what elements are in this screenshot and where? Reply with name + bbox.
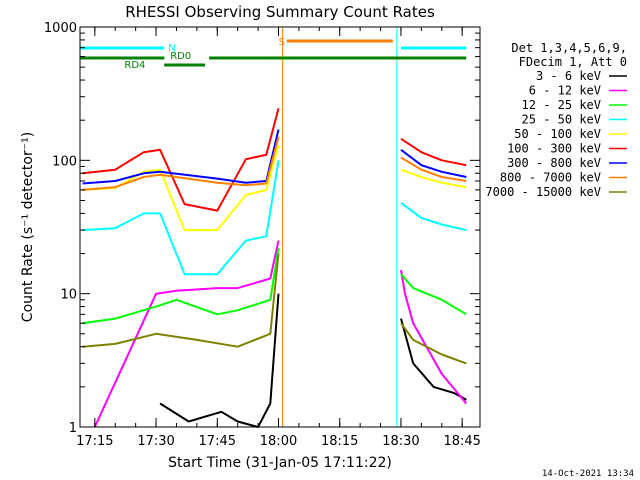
plot-frame [79, 26, 481, 428]
flag-label: RD4 [124, 60, 145, 71]
series-line-50-100-kev [82, 144, 280, 232]
x-tick-label: 18:45 [443, 434, 480, 449]
flag-label: RD0 [170, 51, 191, 62]
legend-entry-label: 100 - 300 keV [507, 142, 601, 156]
series-line-7000-15000-kev [400, 322, 467, 365]
y-tick-label: 10 [60, 288, 77, 303]
series-line-7000-15000-kev [82, 253, 280, 348]
y-tick-label: 1 [69, 421, 77, 436]
x-axis-label: Start Time (31-Jan-05 17:11:22) [168, 455, 392, 471]
series-line-12-25-kev [82, 247, 280, 325]
x-tick-label: 17:45 [199, 434, 236, 449]
legend-entry-label: 3 - 6 keV [536, 69, 601, 83]
y-axis-label: Count Rate (s⁻¹ detector⁻¹) [20, 132, 36, 322]
series-line-25-50-kev [82, 160, 280, 276]
legend-entry-label: 12 - 25 keV [522, 98, 601, 112]
series-line-50-100-kev [400, 168, 467, 189]
x-tick-label: 17:30 [137, 434, 174, 449]
legend: Det 1,3,4,5,6,9, FDecim 1, Att 0 3 - 6 k… [485, 41, 627, 199]
series-line-3-6-kev [159, 293, 280, 428]
footer-date: 14-Oct-2021 13:34 [542, 469, 634, 479]
legend-header-line-1: Det 1,3,4,5,6,9, [511, 41, 627, 55]
x-tick-label: 18:15 [321, 434, 358, 449]
legend-entry-label: 7000 - 15000 keV [485, 185, 601, 199]
series-line-6-12-kev [93, 240, 280, 428]
y-tick-label: 1000 [44, 21, 77, 36]
series-line-100-300-kev [400, 137, 467, 167]
x-tick-label: 18:00 [260, 434, 297, 449]
series-line-6-12-kev [400, 270, 468, 405]
x-tick-label: 18:30 [382, 434, 419, 449]
series-layer [82, 108, 468, 428]
series-line-300-800-kev [82, 129, 280, 185]
series-line-100-300-kev [82, 108, 280, 212]
legend-entry-label: 300 - 800 keV [507, 156, 601, 170]
series-line-3-6-kev [400, 318, 467, 401]
series-line-800-7000-kev [400, 156, 467, 182]
legend-entry-label: 50 - 100 keV [514, 127, 601, 141]
series-line-12-25-kev [400, 273, 467, 316]
y-tick-label: 100 [52, 154, 77, 169]
x-axis-ticks: 17:15 17:30 17:45 18:00 18:15 18:30 18:45 [76, 27, 481, 449]
chart-title: RHESSI Observing Summary Count Rates [125, 3, 435, 21]
x-tick-label: 17:15 [76, 434, 113, 449]
legend-entry-label: 6 - 12 keV [529, 84, 601, 98]
series-line-25-50-kev [400, 201, 467, 232]
series-line-300-800-kev [400, 149, 467, 178]
data-gap-markers [282, 27, 398, 427]
legend-entry-label: 25 - 50 keV [522, 113, 601, 127]
flag-label: N [168, 43, 175, 54]
legend-header-line-2: FDecim 1, Att 0 [519, 55, 627, 69]
legend-entry-label: 800 - 7000 keV [500, 171, 601, 185]
series-line-800-7000-kev [82, 136, 280, 191]
flag-label: S [279, 37, 285, 48]
y-axis-ticks: 1 10 100 1000 [44, 21, 480, 436]
